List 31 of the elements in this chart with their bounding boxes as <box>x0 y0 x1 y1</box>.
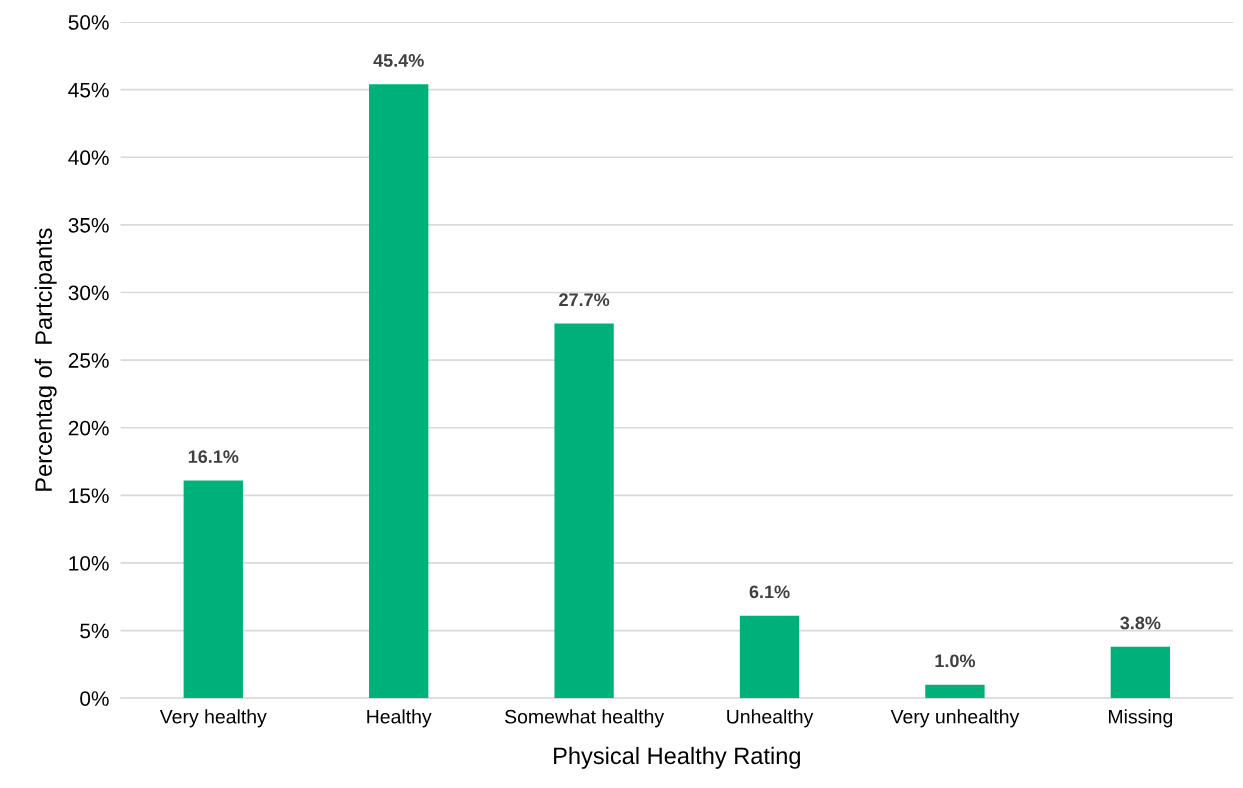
x-tick-label: Somewhat healthy <box>505 709 665 728</box>
x-tick-label: Very unhealthy <box>890 709 1020 728</box>
y-tick-label: 5% <box>80 623 109 639</box>
bar <box>1110 646 1171 699</box>
bar <box>739 615 800 699</box>
bar <box>369 84 429 699</box>
y-tick-label: 25% <box>68 353 109 368</box>
x-tick-label: Unhealthy <box>727 709 814 728</box>
x-axis-title: Physical Healthy Rating <box>554 746 800 769</box>
bar <box>925 684 985 699</box>
bar <box>183 480 243 699</box>
y-tick-label: 15% <box>69 488 109 504</box>
bar <box>554 323 614 699</box>
y-tick-label: 50% <box>68 15 109 30</box>
y-tick-label: 40% <box>68 150 109 166</box>
y-tick-label: 45% <box>68 82 109 98</box>
x-tick-label: Healthy <box>367 709 432 728</box>
data-label: 27.7% <box>559 293 610 307</box>
y-tick-label: 35% <box>68 217 109 233</box>
x-tick-label: Very healthy <box>159 709 267 728</box>
data-label: 16.1% <box>188 450 239 463</box>
y-tick-label: 0% <box>80 691 109 706</box>
y-axis-title: Percentag of Partcipants <box>34 228 57 491</box>
data-label: 45.4% <box>373 54 424 67</box>
data-label: 3.8% <box>1120 616 1161 630</box>
y-tick-label: 10% <box>69 555 109 571</box>
y-tick-label: 20% <box>68 420 109 436</box>
y-tick-label: 30% <box>68 285 109 301</box>
data-label: 6.1% <box>749 585 790 599</box>
x-tick-label: Missing <box>1108 709 1173 728</box>
data-label: 1.0% <box>935 654 976 668</box>
